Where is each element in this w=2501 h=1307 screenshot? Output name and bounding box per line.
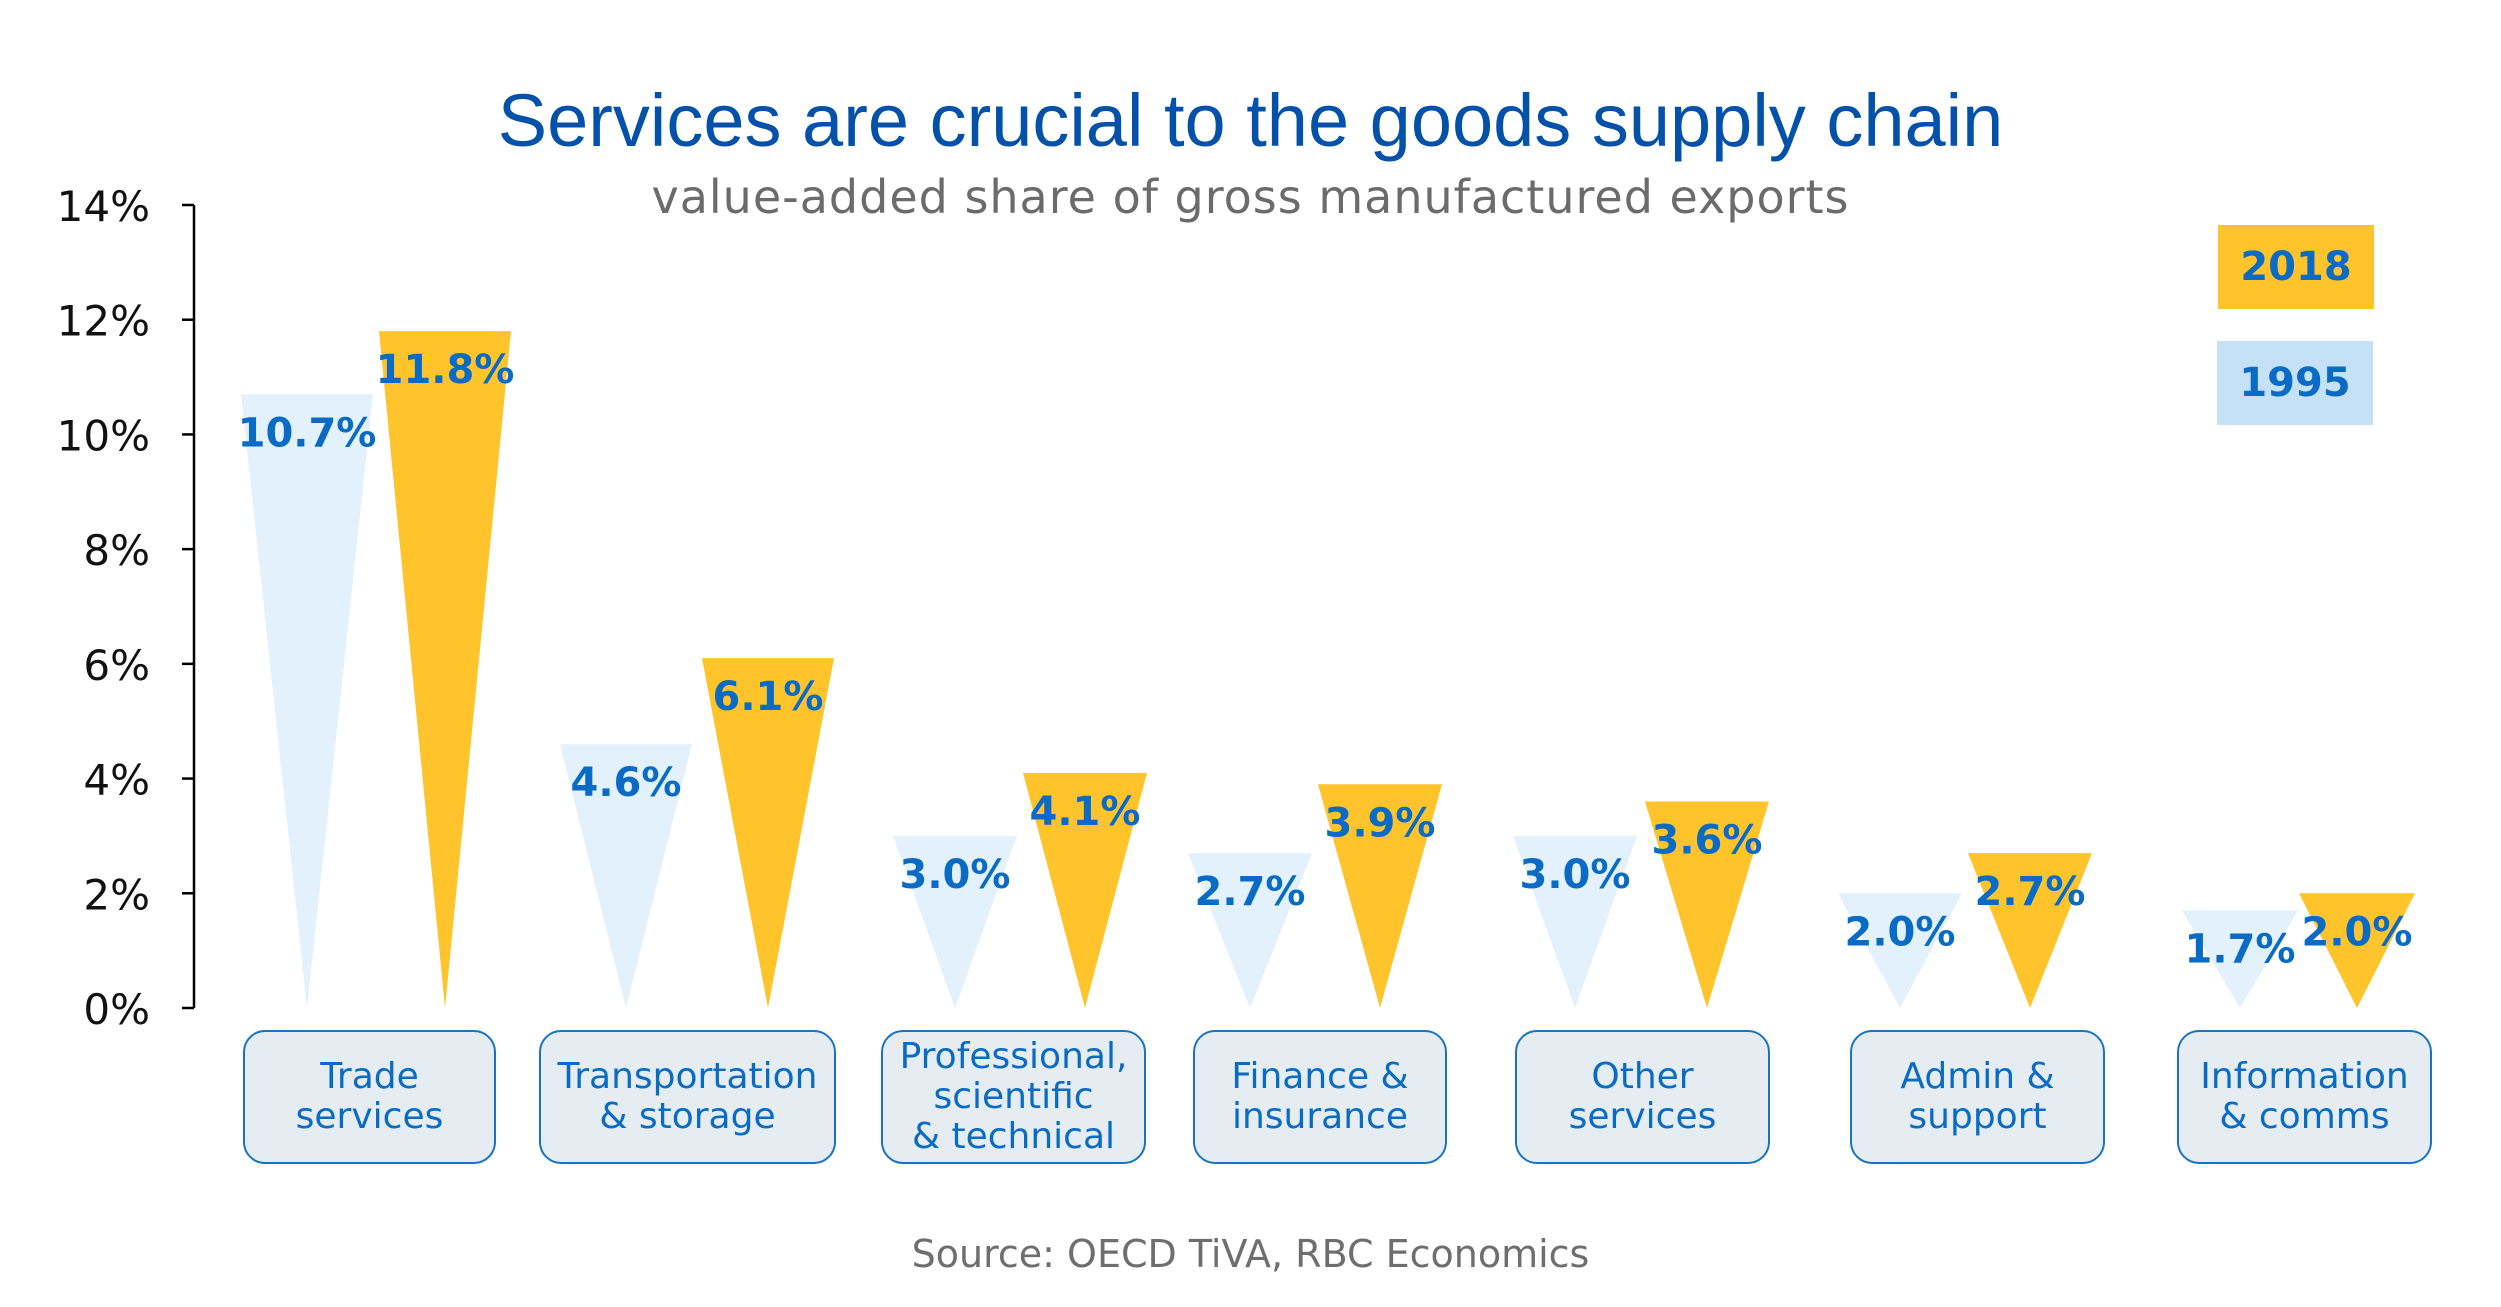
chart-title: Services are crucial to the goods supply… [497, 79, 2004, 162]
data-label-2018-0: 11.8% [376, 347, 515, 393]
y-axis: 0% 2% 4% 6% 8% 10% 12% 14% [57, 182, 196, 1034]
category-label: Admin & support [1850, 1030, 2105, 1164]
bar-1995-6 [2182, 910, 2298, 1008]
data-label-1995-2: 3.0% [900, 852, 1011, 898]
data-label-1995-6: 1.7% [2185, 926, 2296, 972]
bar-1995-2 [893, 835, 1017, 1008]
chart-subtitle: value-added share of gross manufactured … [651, 170, 1850, 224]
bar-1995-1 [560, 744, 692, 1008]
bar-2018-4 [1645, 801, 1769, 1008]
data-label-2018-3: 3.9% [1325, 800, 1436, 846]
bar-1995-4 [1513, 835, 1637, 1008]
bar-2018-6 [2299, 893, 2415, 1008]
category-label: Finance & insurance [1193, 1030, 1447, 1164]
category-label: Information & comms [2177, 1030, 2432, 1164]
bar-2018-5 [1968, 853, 2092, 1008]
data-label-2018-4: 3.6% [1652, 818, 1763, 864]
y-tick-label: 4% [83, 756, 150, 805]
data-label-1995-0: 10.7% [238, 410, 377, 456]
y-tick-label: 10% [57, 411, 150, 460]
y-tick-label: 14% [57, 182, 150, 231]
source-note: Source: OECD TiVA, RBC Economics [911, 1232, 1590, 1276]
data-label-1995-5: 2.0% [1845, 909, 1956, 955]
y-tick-label: 6% [83, 641, 150, 690]
bar-1995-5 [1838, 893, 1962, 1008]
data-labels: 10.7%4.6%3.0% 2.7% 3.0%2.0% 1.7%11.8%6.1%4.… [238, 347, 2413, 972]
data-label-2018-5: 2.7% [1975, 869, 2086, 915]
y-tick-label: 12% [57, 297, 150, 346]
bar-1995-0 [241, 394, 373, 1008]
bar-2018-0 [379, 331, 511, 1009]
bar-2018-2 [1023, 772, 1147, 1008]
data-label-1995-3: 2.7% [1195, 869, 1306, 915]
data-label-2018-6: 2.0% [2302, 909, 2413, 955]
bar-2018-1 [702, 658, 834, 1008]
category-label: Transportation & storage [539, 1030, 836, 1164]
data-label-1995-4: 3.0% [1520, 852, 1631, 898]
y-tick-label: 8% [83, 526, 150, 575]
y-tick-label: 0% [83, 985, 150, 1034]
bar-2018-3 [1318, 784, 1442, 1008]
legend-item-2018: 2018 [2218, 225, 2374, 309]
category-label: Trade services [243, 1030, 496, 1164]
bar-1995-3 [1188, 853, 1312, 1008]
data-label-2018-2: 4.1% [1030, 789, 1141, 835]
data-label-2018-1: 6.1% [713, 674, 824, 720]
bars [241, 331, 2415, 1009]
category-label: Professional, scientific & technical [881, 1030, 1146, 1164]
category-label: Other services [1515, 1030, 1770, 1164]
data-label-1995-1: 4.6% [571, 760, 682, 806]
y-tick-label: 2% [83, 870, 150, 919]
legend-item-1995: 1995 [2217, 341, 2373, 425]
